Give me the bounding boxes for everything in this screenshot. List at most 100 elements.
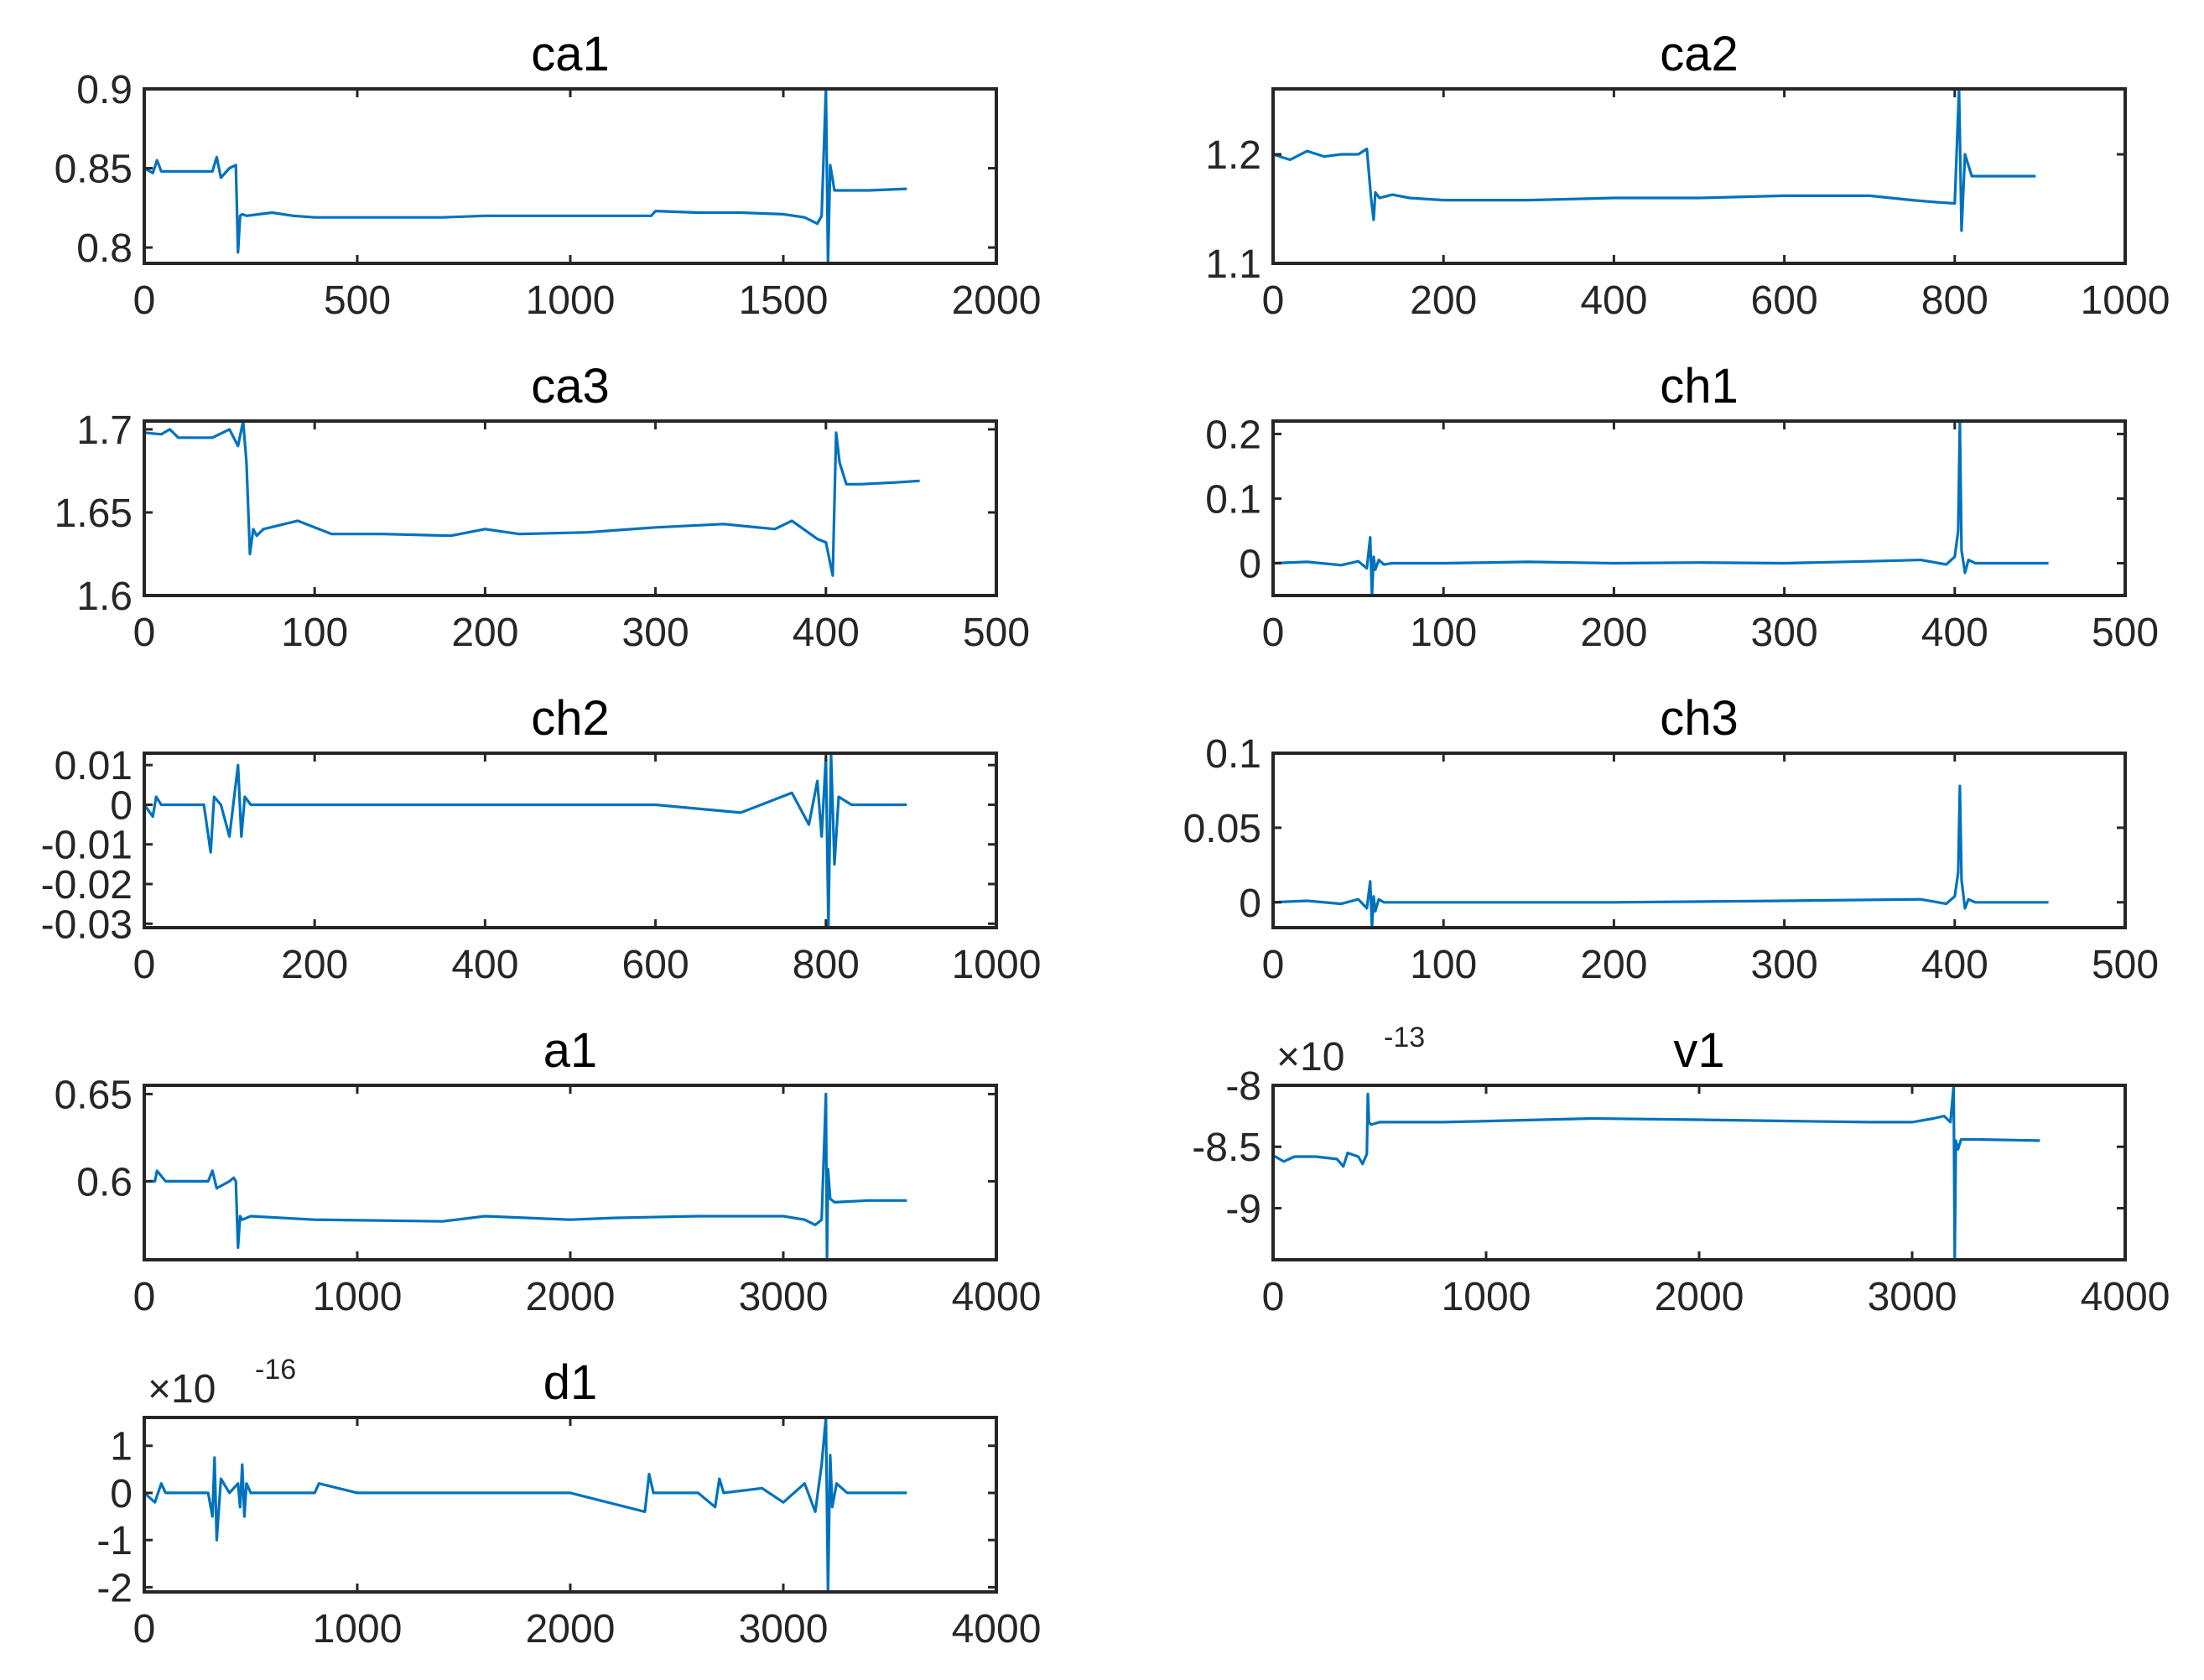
x-tick-label: 0 (1262, 278, 1285, 323)
x-tick-label: 400 (451, 943, 518, 987)
series-line-ca2 (1273, 89, 2036, 232)
x-tick-label: 1500 (739, 278, 829, 323)
axis-exponent-label: ×10 (1276, 1035, 1344, 1079)
y-tick-label: 0.9 (76, 68, 133, 112)
y-tick-label: 0.1 (1205, 477, 1261, 522)
x-tick-label: 2000 (952, 278, 1042, 323)
y-tick-label: -0.01 (41, 824, 133, 868)
x-tick-label: 0 (1262, 943, 1285, 987)
x-tick-label: 0 (133, 1607, 156, 1651)
x-tick-label: 500 (963, 611, 1030, 655)
x-tick-label: 0 (133, 1275, 156, 1319)
x-tick-label: 300 (622, 611, 689, 655)
x-tick-label: 100 (1410, 943, 1477, 987)
axes-box (143, 419, 998, 597)
subplot-title: ch2 (531, 691, 610, 746)
x-tick-label: 200 (1580, 611, 1647, 655)
x-tick-label: 400 (1921, 611, 1988, 655)
subplot-title: ca1 (531, 27, 610, 81)
subplot-title: ca2 (1660, 27, 1739, 81)
subplot-ca2: 0 200 400 600 800 1000 1.1 1.2 ca2 (1205, 27, 2170, 323)
x-tick-label: 500 (2092, 611, 2159, 655)
y-tick-label: -2 (96, 1566, 133, 1610)
series-line-ca1 (144, 89, 907, 263)
series-line-v1 (1273, 1085, 2040, 1260)
x-tick-label: 300 (1751, 611, 1818, 655)
series-line-ch3 (1273, 784, 2049, 928)
y-tick-label: -0.03 (41, 902, 133, 947)
subplot-title: ca3 (531, 359, 610, 413)
y-tick-label: -9 (1225, 1187, 1261, 1231)
y-tick-label: 1.6 (76, 575, 133, 619)
x-tick-label: 0 (133, 611, 156, 655)
y-tick-label: 1.65 (55, 492, 133, 536)
x-tick-label: 200 (1580, 943, 1647, 987)
y-tick-label: 0 (1239, 882, 1261, 926)
y-tick-label: -0.02 (41, 863, 133, 908)
subplot-v1: 0 1000 2000 3000 4000 -8 -8.5 -9 v1 ×10 -13 (1192, 1022, 2170, 1319)
y-tick-label: 0.1 (1205, 732, 1261, 777)
x-tick-label: 0 (133, 943, 156, 987)
y-tick-label: 0.05 (1183, 807, 1261, 851)
series-line-d1 (144, 1417, 907, 1592)
axes-box (143, 752, 998, 929)
x-tick-label: 200 (281, 943, 348, 987)
y-tick-label: 1.1 (1205, 242, 1261, 287)
y-tick-label: 0.2 (1205, 413, 1261, 457)
x-tick-label: 600 (622, 943, 689, 987)
y-tick-label: 0 (110, 783, 133, 828)
y-tick-label: 1 (110, 1425, 133, 1469)
y-tick-label: 0.01 (55, 744, 133, 788)
y-tick-label: 0.6 (76, 1160, 133, 1204)
y-tick-label: -1 (96, 1519, 133, 1563)
x-tick-label: 400 (1921, 943, 1988, 987)
x-tick-label: 2000 (1655, 1275, 1744, 1319)
x-tick-label: 4000 (952, 1275, 1042, 1319)
y-tick-label: 1.7 (76, 408, 133, 453)
x-tick-label: 3000 (739, 1275, 829, 1319)
subplot-title: v1 (1673, 1023, 1724, 1078)
x-tick-label: 100 (1410, 611, 1477, 655)
x-tick-label: 800 (1921, 278, 1988, 323)
y-tick-label: 1.2 (1205, 133, 1261, 178)
x-tick-label: 400 (1580, 278, 1647, 323)
y-tick-label: -8.5 (1192, 1126, 1261, 1170)
axes-box (1271, 87, 2127, 265)
axis-exponent-label: ×10 (148, 1367, 216, 1412)
x-tick-label: 100 (281, 611, 348, 655)
axes-box (1271, 419, 2127, 597)
x-tick-label: 4000 (2081, 1275, 2170, 1319)
subplot-title: ch1 (1660, 359, 1739, 413)
x-tick-label: 1000 (1442, 1275, 1531, 1319)
x-tick-label: 1000 (313, 1275, 403, 1319)
subplot-ca3: 0 100 200 300 400 500 1.6 1.65 1.7 ca3 (55, 359, 1030, 655)
x-tick-label: 300 (1751, 943, 1818, 987)
x-tick-label: 2000 (526, 1275, 616, 1319)
x-tick-label: 0 (133, 278, 156, 323)
series-line-ch2 (144, 753, 907, 928)
y-tick-label: 0 (110, 1472, 133, 1516)
x-tick-label: 3000 (739, 1607, 829, 1651)
y-tick-label: 0.8 (76, 226, 133, 271)
subplot-title: a1 (543, 1023, 598, 1078)
x-tick-label: 0 (1262, 1275, 1285, 1319)
x-tick-label: 200 (451, 611, 518, 655)
x-tick-label: 600 (1751, 278, 1818, 323)
y-tick-label: -8 (1225, 1064, 1261, 1109)
series-line-ch1 (1273, 421, 2049, 596)
x-tick-label: 500 (2092, 943, 2159, 987)
y-tick-label: 0 (1239, 542, 1261, 586)
x-tick-label: 4000 (952, 1607, 1042, 1651)
subplot-title: ch3 (1660, 691, 1739, 746)
subplot-ca1: 0 500 1000 1500 2000 0.8 0.85 0.9 ca1 (55, 27, 1042, 323)
x-tick-label: 500 (324, 278, 391, 323)
series-line-ca3 (144, 421, 920, 577)
x-tick-label: 2000 (526, 1607, 616, 1651)
axis-exponent-power: -13 (1384, 1022, 1425, 1053)
x-tick-label: 200 (1410, 278, 1477, 323)
axis-exponent-power: -16 (255, 1354, 296, 1386)
axes-box (1271, 752, 2127, 929)
